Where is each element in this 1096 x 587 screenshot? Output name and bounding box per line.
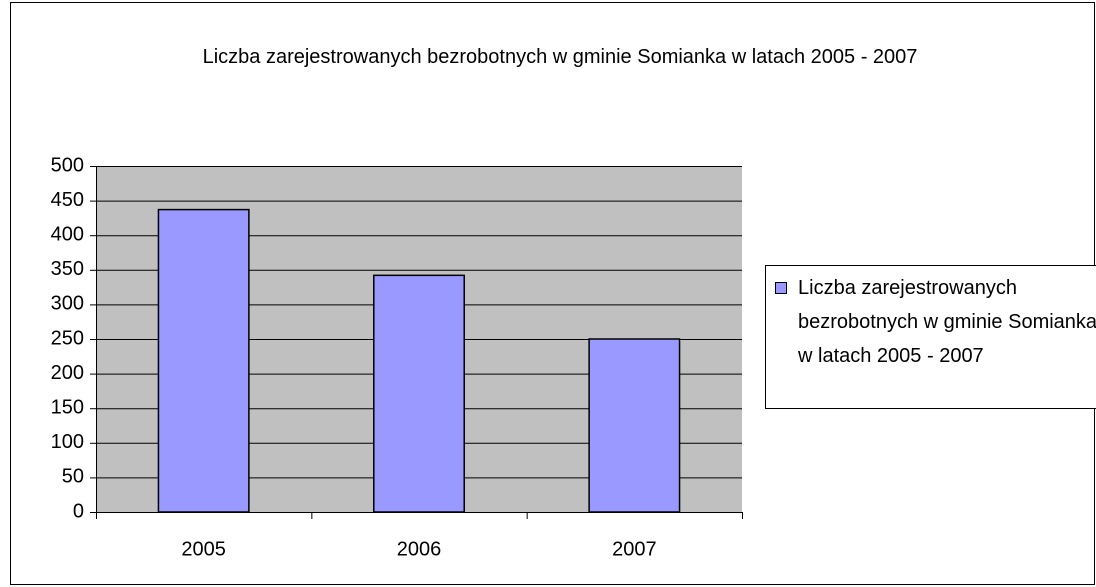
- bar: [157, 208, 250, 513]
- y-tick-label: 350: [51, 258, 84, 280]
- bar: [588, 338, 681, 513]
- legend-label: Liczba zarejestrowanych bezrobotnych w g…: [798, 277, 1096, 367]
- x-tick-label: 2005: [181, 538, 226, 560]
- y-tick-label: 100: [51, 431, 84, 453]
- y-tick-label: 400: [51, 223, 84, 245]
- x-tick-label: 2007: [612, 538, 657, 560]
- bar: [373, 274, 465, 513]
- y-tick-label: 200: [51, 362, 84, 384]
- y-tick-label: 450: [51, 189, 84, 211]
- y-tick-label: 0: [73, 500, 84, 522]
- chart-title: Liczba zarejestrowanych bezrobotnych w g…: [202, 46, 918, 68]
- legend-box: [765, 265, 1096, 409]
- y-tick-label: 500: [51, 154, 84, 176]
- legend-swatch: [775, 282, 787, 294]
- y-tick-label: 150: [51, 396, 84, 418]
- y-tick-label: 300: [51, 293, 84, 315]
- x-tick-label: 2006: [397, 538, 442, 560]
- y-tick-label: 50: [62, 466, 84, 488]
- y-tick-label: 250: [51, 327, 84, 349]
